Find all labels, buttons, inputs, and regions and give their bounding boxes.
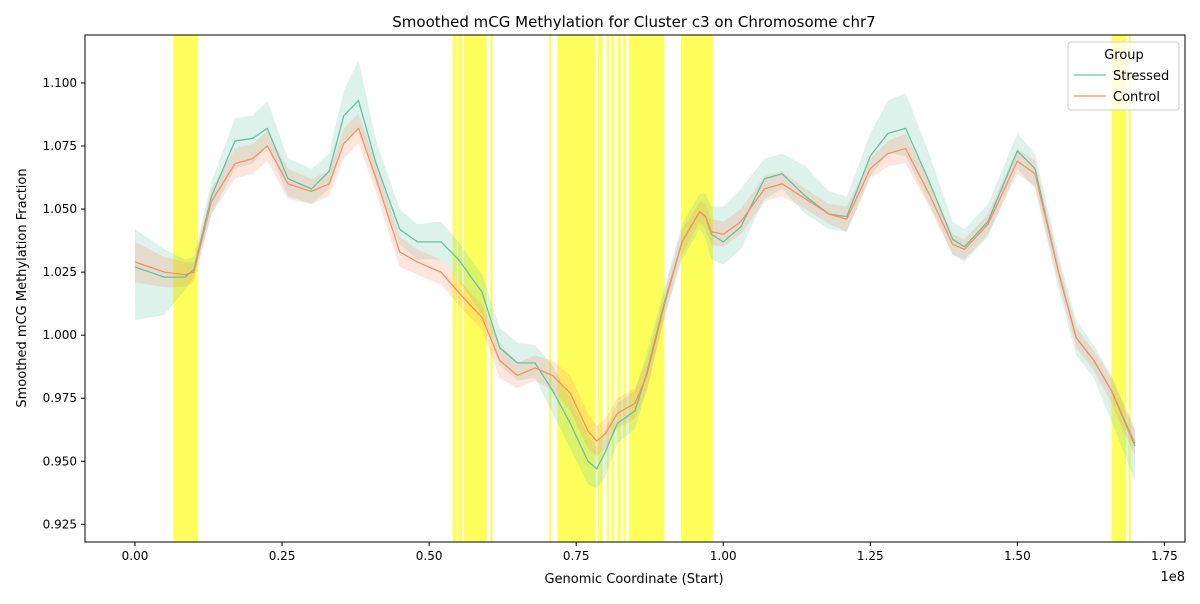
- chart-title: Smoothed mCG Methylation for Cluster c3 …: [392, 13, 875, 31]
- y-tick-label: 1.100: [43, 76, 77, 90]
- y-tick-label: 1.025: [43, 265, 77, 279]
- highlight-region-14: [1111, 35, 1127, 542]
- x-tick-label: 1.50: [1004, 549, 1031, 563]
- highlight-region-13: [680, 35, 714, 542]
- x-axis: 0.00 0.25 0.50 0.75 1.00 1.25 1.50 1.75: [122, 542, 1178, 563]
- line-control: [134, 127, 1136, 444]
- y-tick-label: 1.000: [43, 328, 77, 342]
- x-tick-label: 1.00: [710, 549, 737, 563]
- highlight-region-4: [490, 35, 493, 542]
- x-tick-label: 0.25: [269, 549, 296, 563]
- y-tick-label: 0.925: [43, 517, 77, 531]
- band-stressed: [135, 60, 1135, 490]
- y-axis-label: Smoothed mCG Methylation Fraction: [15, 168, 30, 407]
- highlight-region-6: [557, 35, 596, 542]
- highlight-region-15: [1128, 35, 1131, 542]
- highlight-region-8: [606, 35, 610, 542]
- highlight-region-10: [617, 35, 621, 542]
- highlight-region-3: [463, 35, 487, 542]
- band-control: [135, 113, 1135, 457]
- x-axis-offset-label: 1e8: [1160, 570, 1185, 585]
- legend-label-stressed: Stressed: [1113, 69, 1169, 84]
- x-tick-label: 0.75: [563, 549, 590, 563]
- y-tick-label: 1.075: [43, 139, 77, 153]
- highlight-regions: [173, 35, 1131, 542]
- highlight-region-11: [623, 35, 627, 542]
- series-lines: [134, 99, 1136, 470]
- legend-title: Group: [1104, 48, 1144, 63]
- x-axis-label: Genomic Coordinate (Start): [544, 572, 723, 587]
- x-tick-label: 1.25: [857, 549, 884, 563]
- y-tick-label: 1.050: [43, 202, 77, 216]
- y-tick-label: 0.975: [43, 391, 77, 405]
- line-stressed: [134, 99, 1136, 470]
- y-tick-label: 0.950: [43, 454, 77, 468]
- y-axis: 0.925 0.950 0.975 1.000 1.025 1.050 1.075 1.100: [43, 76, 85, 531]
- confidence-bands: [135, 60, 1135, 490]
- legend-box: [1067, 41, 1180, 111]
- x-tick-label: 0.00: [122, 549, 149, 563]
- highlight-region-12: [629, 35, 665, 542]
- highlight-region-7: [597, 35, 603, 542]
- x-tick-label: 0.50: [416, 549, 443, 563]
- highlight-region-0: [173, 35, 198, 542]
- plot-frame: [84, 34, 1186, 543]
- highlight-region-2: [457, 35, 463, 542]
- x-tick-label: 1.75: [1151, 549, 1178, 563]
- highlight-region-5: [549, 35, 552, 542]
- highlight-region-9: [611, 35, 615, 542]
- legend: Group Stressed Control: [1067, 41, 1180, 111]
- legend-label-control: Control: [1113, 90, 1160, 105]
